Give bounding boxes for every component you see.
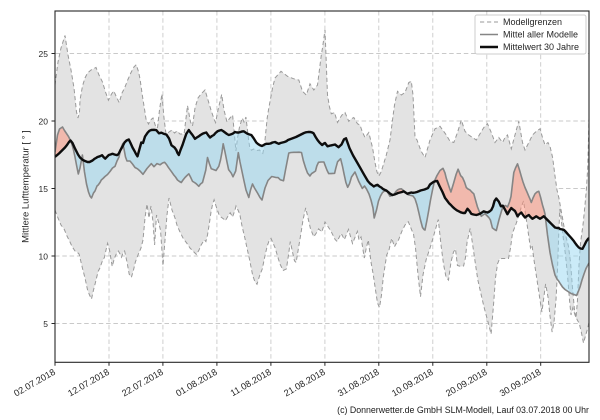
svg-text:Mittelwert 30 Jahre: Mittelwert 30 Jahre	[503, 42, 579, 52]
svg-text:Mittel aller Modelle: Mittel aller Modelle	[503, 30, 578, 40]
svg-text:15: 15	[39, 184, 49, 194]
svg-text:(c) Donnerwetter.de GmbH SLM-M: (c) Donnerwetter.de GmbH SLM-Modell, Lau…	[337, 405, 589, 415]
svg-text:5: 5	[43, 319, 48, 329]
svg-text:10: 10	[39, 252, 49, 262]
svg-text:Modellgrenzen: Modellgrenzen	[503, 17, 562, 27]
svg-text:Mittlere Lufttemperatur [ ° ]: Mittlere Lufttemperatur [ ° ]	[21, 130, 32, 243]
svg-text:20: 20	[39, 117, 49, 127]
svg-text:25: 25	[39, 49, 49, 59]
